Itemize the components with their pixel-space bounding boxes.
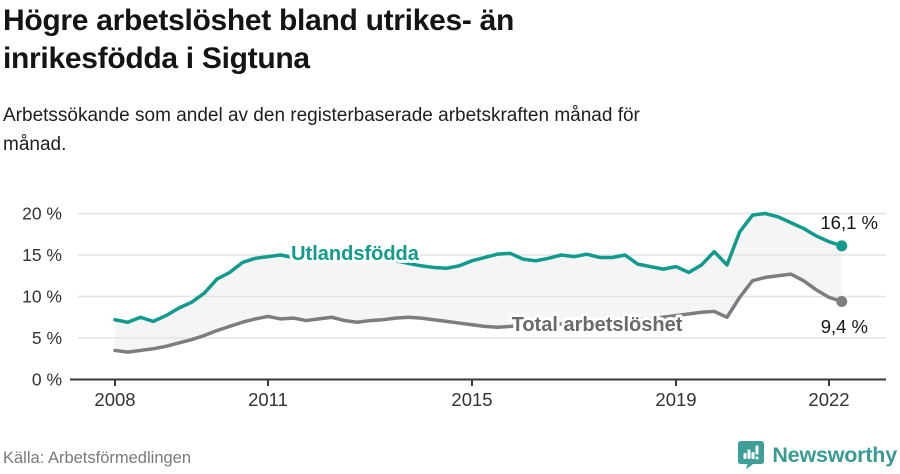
newsworthy-bubble-chart-icon xyxy=(738,441,765,470)
series-label-total-arbetsl-shet: Total arbetslöshet xyxy=(512,314,683,336)
series-line-utlandsf-dda xyxy=(113,211,844,324)
source-note: Källa: Arbetsförmedlingen xyxy=(3,449,192,467)
series-end-value-utlandsf-dda: 16,1 % xyxy=(820,212,878,233)
page-subtitle-line1: Arbetssökande som andel av den registerb… xyxy=(3,105,640,126)
x-tick-label: 2022 xyxy=(808,389,849,410)
x-tick-label: 2011 xyxy=(248,389,288,410)
y-tick-label: 20 % xyxy=(22,204,62,224)
x-tick-label: 2008 xyxy=(94,389,135,410)
chart-canvas: 2008 2011 2015 2019 2022 0 % 5 % 10 % 15 % 20 % Ut… xyxy=(22,204,886,410)
y-tick-label: 0 % xyxy=(32,370,62,390)
page-title-line1: Högre arbetslöshet bland utrikes- än xyxy=(3,4,514,37)
y-tick-label: 5 % xyxy=(32,328,62,348)
series-label-utlandsf-dda: Utlandsfödda xyxy=(291,243,420,265)
page-subtitle: Arbetssökande som andel av den registerb… xyxy=(3,101,640,160)
newsworthy-logo: Newsworthy xyxy=(737,440,897,470)
series-end-dot-utlandsf-dda xyxy=(836,240,848,252)
x-tick-label: 2019 xyxy=(655,389,696,410)
y-tick-label: 10 % xyxy=(22,287,62,307)
series-line-total-arbetsl-shet xyxy=(113,272,844,354)
page-title: Högre arbetslöshet bland utrikes- än inr… xyxy=(3,2,514,79)
page-subtitle-line2: månad. xyxy=(3,134,67,156)
unemployment-line-chart: 2008 2011 2015 2019 2022 0 % 5 % 10 % 15 % 20 % Ut… xyxy=(0,190,900,420)
page-title-line2: inrikesfödda i Sigtuna xyxy=(3,42,310,76)
area-between-series xyxy=(115,213,842,353)
newsworthy-wordmark: Newsworthy xyxy=(772,442,897,467)
x-tick-label: 2015 xyxy=(451,389,492,410)
series-end-dot-total-arbetsl-shet xyxy=(836,295,848,307)
y-tick-label: 15 % xyxy=(22,245,62,265)
series-end-value-total-arbetsl-shet: 9,4 % xyxy=(821,316,868,337)
